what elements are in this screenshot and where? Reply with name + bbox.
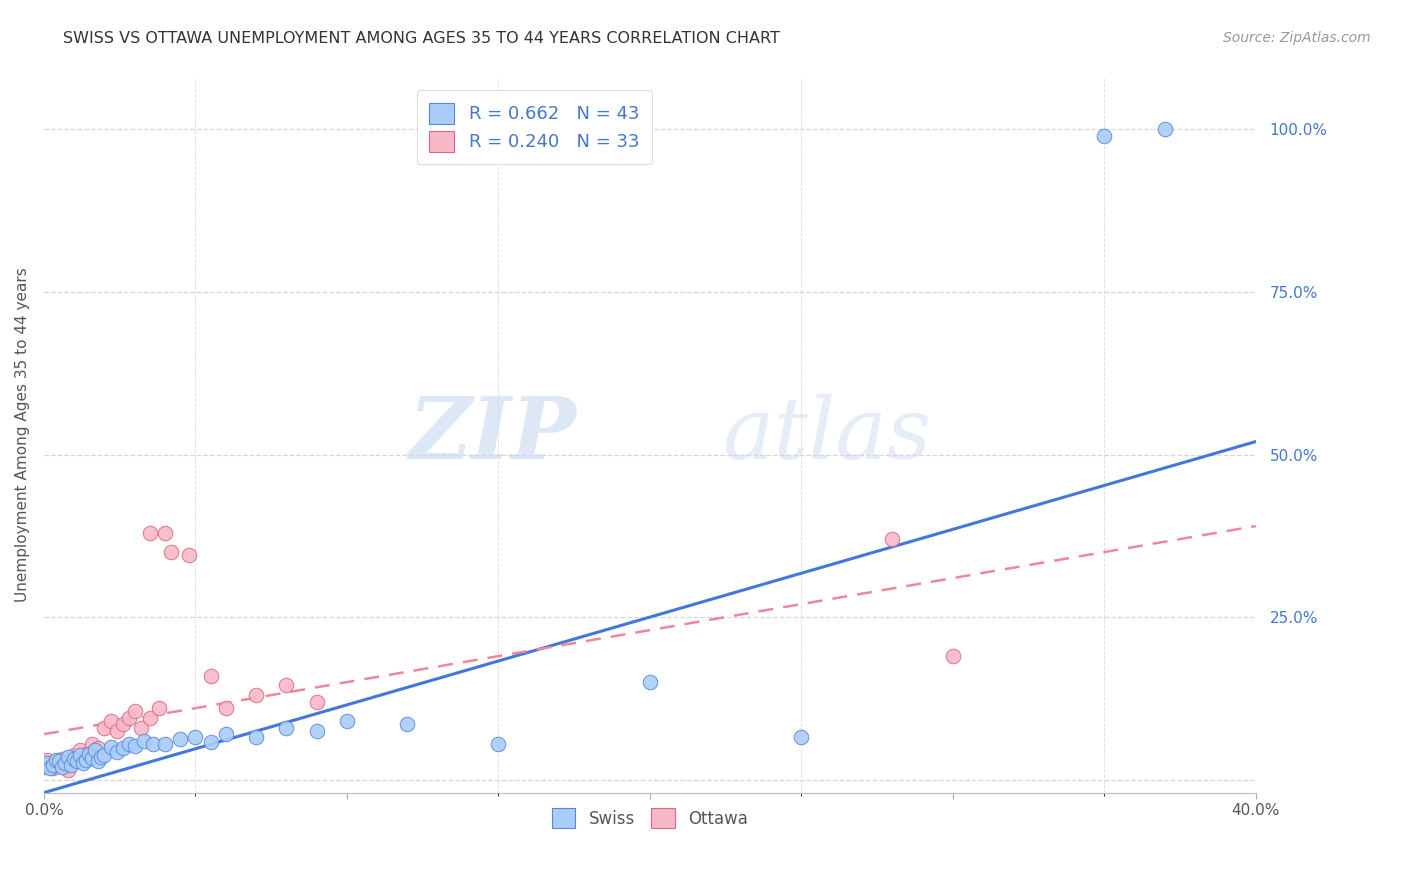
- Point: [45, 753, 67, 767]
- Point: [148, 701, 170, 715]
- Point: [84, 743, 107, 757]
- Point: [1154, 122, 1177, 136]
- Point: [87, 755, 110, 769]
- Point: [215, 727, 238, 741]
- Point: [87, 741, 110, 756]
- Point: [129, 721, 152, 735]
- Point: [82, 751, 104, 765]
- Point: [72, 756, 94, 771]
- Point: [215, 701, 238, 715]
- Point: [245, 731, 267, 745]
- Point: [53, 756, 76, 771]
- Point: [184, 731, 207, 745]
- Point: [48, 756, 70, 771]
- Point: [638, 675, 661, 690]
- Point: [169, 732, 191, 747]
- Text: ZIP: ZIP: [409, 393, 576, 477]
- Point: [105, 723, 128, 738]
- Point: [486, 737, 509, 751]
- Point: [100, 714, 122, 728]
- Point: [139, 525, 162, 540]
- Point: [39, 761, 62, 775]
- Point: [160, 545, 183, 559]
- Point: [32, 759, 55, 773]
- Point: [276, 721, 298, 735]
- Point: [45, 755, 67, 769]
- Point: [69, 743, 91, 757]
- Point: [200, 735, 222, 749]
- Point: [305, 723, 328, 738]
- Point: [942, 649, 965, 664]
- Point: [245, 688, 267, 702]
- Point: [124, 739, 146, 753]
- Legend: Swiss, Ottawa: Swiss, Ottawa: [546, 802, 755, 834]
- Point: [396, 717, 419, 731]
- Point: [42, 758, 65, 772]
- Point: [51, 759, 73, 773]
- Point: [75, 747, 97, 761]
- Point: [66, 755, 89, 769]
- Point: [90, 750, 112, 764]
- Point: [118, 737, 141, 751]
- Point: [32, 756, 55, 771]
- Point: [100, 740, 122, 755]
- Point: [63, 752, 86, 766]
- Text: SWISS VS OTTAWA UNEMPLOYMENT AMONG AGES 35 TO 44 YEARS CORRELATION CHART: SWISS VS OTTAWA UNEMPLOYMENT AMONG AGES …: [63, 31, 780, 46]
- Point: [63, 747, 86, 762]
- Point: [35, 756, 58, 771]
- Point: [53, 759, 76, 773]
- Point: [336, 714, 359, 728]
- Text: Source: ZipAtlas.com: Source: ZipAtlas.com: [1223, 31, 1371, 45]
- Point: [39, 758, 62, 772]
- Point: [1092, 128, 1115, 143]
- Point: [51, 752, 73, 766]
- Point: [139, 711, 162, 725]
- Point: [111, 717, 134, 731]
- Point: [153, 525, 176, 540]
- Point: [79, 747, 101, 761]
- Y-axis label: Unemployment Among Ages 35 to 44 years: Unemployment Among Ages 35 to 44 years: [15, 268, 30, 602]
- Point: [142, 737, 165, 751]
- Point: [75, 753, 97, 767]
- Point: [82, 737, 104, 751]
- Point: [179, 549, 201, 563]
- Point: [93, 721, 115, 735]
- Point: [882, 532, 904, 546]
- Point: [60, 758, 83, 772]
- Point: [118, 711, 141, 725]
- Point: [48, 755, 70, 769]
- Point: [111, 741, 134, 756]
- Point: [200, 668, 222, 682]
- Point: [60, 753, 83, 767]
- Point: [105, 745, 128, 759]
- Point: [305, 695, 328, 709]
- Point: [56, 750, 79, 764]
- Point: [153, 737, 176, 751]
- Point: [35, 753, 58, 767]
- Point: [124, 705, 146, 719]
- Point: [790, 731, 813, 745]
- Point: [42, 761, 65, 775]
- Point: [132, 733, 155, 747]
- Point: [69, 747, 91, 762]
- Point: [56, 763, 79, 777]
- Text: atlas: atlas: [723, 393, 932, 476]
- Point: [276, 678, 298, 692]
- Point: [93, 747, 115, 762]
